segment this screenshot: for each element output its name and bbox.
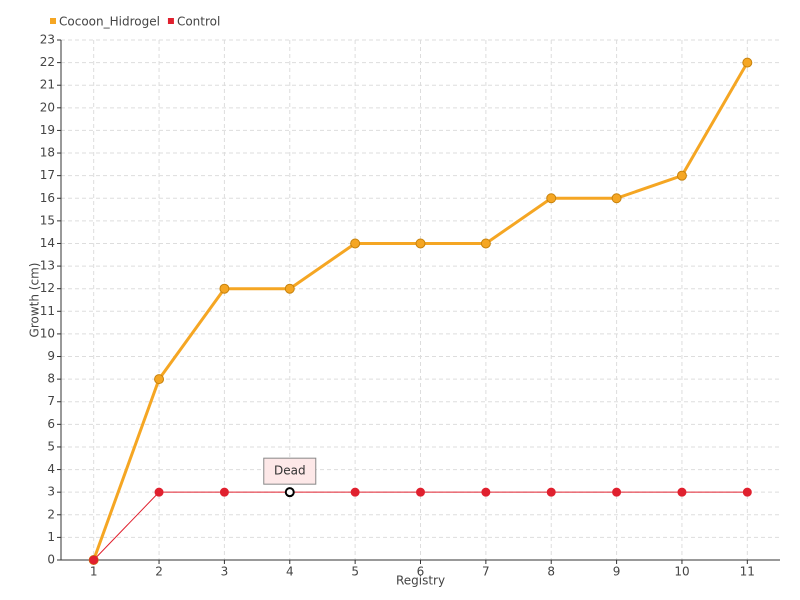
y-tick-label: 15 [40,213,55,227]
data-point [480,238,491,249]
data-point [154,487,164,497]
data-point [742,57,753,68]
x-axis-label: Registry [396,574,445,588]
data-point [284,487,295,498]
data-point [677,487,687,497]
x-tick-label: 5 [351,565,359,579]
data-point [154,374,165,385]
legend-swatch [50,18,56,24]
y-tick-label: 0 [47,553,55,567]
annotation-text: Dead [274,464,306,478]
y-tick-label: 13 [40,259,55,273]
y-tick-label: 9 [47,349,55,363]
y-tick-label: 22 [40,55,55,69]
x-tick-label: 8 [547,565,555,579]
x-tick-label: 3 [221,565,229,579]
x-tick-label: 6 [417,565,425,579]
y-tick-label: 16 [40,191,55,205]
y-tick-label: 6 [47,417,55,431]
y-tick-label: 17 [40,168,55,182]
legend-label: Cocoon_Hidrogel [59,15,160,29]
y-tick-label: 2 [47,507,55,521]
y-tick-label: 21 [40,78,55,92]
legend-swatch [167,18,174,24]
annotation: Dead [263,457,317,485]
x-tick-label: 1 [90,565,98,579]
annotation-box [263,457,317,485]
y-tick-label: 8 [47,372,55,386]
data-point [742,487,752,497]
data-point [546,193,557,204]
y-tick-label: 5 [47,439,55,453]
y-tick-label: 18 [40,146,55,160]
data-point [284,283,295,294]
data-point [350,238,361,249]
data-point [89,555,99,565]
x-tick-label: 7 [482,565,490,579]
y-tick-label: 7 [47,394,55,408]
y-tick-label: 23 [40,33,55,47]
data-point [219,487,229,497]
y-tick-label: 20 [40,100,55,114]
y-tick-label: 10 [40,326,55,340]
y-tick-label: 19 [40,123,55,137]
data-point [415,238,426,249]
x-tick-label: 10 [674,565,689,579]
y-tick-label: 12 [40,281,55,295]
data-point [611,193,622,204]
x-tick-label: 2 [155,565,163,579]
y-axis-label: Growth (cm) [28,263,42,338]
y-tick-label: 3 [47,485,55,499]
y-tick-label: 11 [40,304,55,318]
legend-label: Control [177,15,220,29]
data-point [416,487,425,497]
y-tick-label: 4 [47,462,55,476]
x-tick-label: 9 [613,565,621,579]
x-tick-label: 11 [740,565,755,579]
data-point [546,487,556,497]
data-point [350,487,360,497]
data-point [219,283,230,294]
data-point [676,170,687,181]
y-tick-label: 1 [47,530,55,544]
y-tick-label: 14 [40,236,55,250]
x-tick-label: 4 [286,565,294,579]
data-point [481,487,491,497]
data-point [612,487,622,497]
